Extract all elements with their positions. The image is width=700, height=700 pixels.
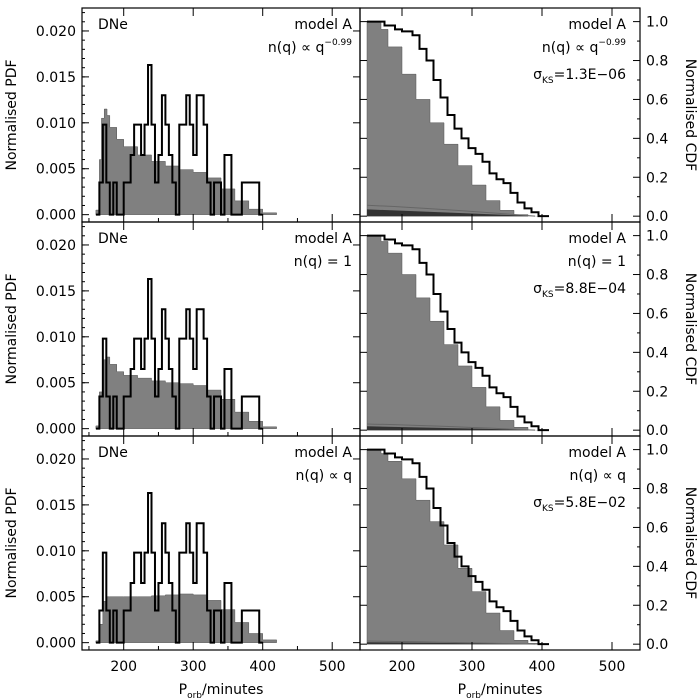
ks-subscript: KS [542, 290, 554, 300]
model-name: model A [294, 445, 352, 461]
ks-value: =8.8E−04 [554, 281, 626, 297]
pdf-y-tick-label: 0.020 [36, 238, 76, 254]
cdf-y-tick-label: 0.2 [646, 170, 668, 186]
pdf-y-tick-label: 0.005 [36, 590, 76, 606]
cdf-panel-frame [359, 435, 641, 651]
nq-relation-cdf: n(q) ∝ q [570, 468, 626, 484]
cdf-observed-line [367, 20, 549, 218]
cdf-y-tick-label: 1.0 [646, 443, 668, 459]
cdf-y-tick-label: 0.6 [646, 306, 668, 322]
x-tick-label: 400 [529, 659, 556, 675]
x-tick-label: 500 [319, 659, 346, 675]
ks-value: =5.8E−02 [554, 495, 626, 511]
pdf-observed-histogram [95, 277, 263, 430]
ks-significance: σKS=8.8E−04 [533, 281, 626, 300]
pdf-y-tick-label: 0.015 [36, 498, 76, 514]
model-name: model A [294, 17, 352, 33]
model-name: model A [294, 231, 352, 247]
pdf-observed-histogram [95, 63, 263, 216]
x-axis-subscript: orb [466, 691, 481, 700]
row-1: 0.000 0.005 0.010 0.015 0.020 DNe model A n(q) … [4, 7, 698, 225]
nq-relation-cdf: n(q) ∝ q−0.99 [542, 38, 626, 56]
cdf-y-tick-label: 0.4 [646, 559, 668, 575]
cdf-sub-population [367, 209, 542, 217]
cdf-y-tick-label: 0.6 [646, 92, 668, 108]
ks-significance: σKS=5.8E−02 [533, 495, 626, 514]
nq-relation: n(q) ∝ q−0.99 [268, 38, 352, 56]
model-name-cdf: model A [568, 17, 626, 33]
x-tick-label: 500 [599, 659, 626, 675]
cdf-y-axis-label: Normalised CDF [682, 487, 698, 599]
ks-significance: σKS=1.3E−06 [533, 67, 626, 86]
pdf-model-histogram [95, 108, 277, 215]
cdf-y-tick-label: 0.4 [646, 345, 668, 361]
x-tick-label: 200 [389, 659, 416, 675]
pdf-y-tick-label: 0.000 [36, 636, 76, 652]
sample-label: DNe [98, 231, 128, 247]
x-axis-unit: /minutes [202, 682, 263, 698]
cdf-y-tick-label: 0.2 [646, 384, 668, 400]
nq-exponent: −0.99 [324, 38, 352, 48]
pdf-y-tick-label: 0.015 [36, 284, 76, 300]
nq-relation: n(q) = 1 [294, 254, 352, 270]
cdf-sub-curve [366, 640, 536, 645]
cdf-y-tick-label: 0.4 [646, 131, 668, 147]
x-axis-subscript: orb [187, 691, 202, 700]
model-name-cdf: model A [568, 231, 626, 247]
cdf-y-tick-label: 0.2 [646, 598, 668, 614]
ks-value: =1.3E−06 [554, 67, 626, 83]
pdf-y-tick-label: 0.010 [36, 330, 76, 346]
cdf-y-tick-label: 0.0 [646, 637, 668, 653]
row-2: 0.000 0.005 0.010 0.015 0.020 DNe model A n(q) … [4, 221, 698, 439]
x-tick-label: 300 [180, 659, 207, 675]
x-tick-label: 200 [110, 659, 137, 675]
model-name-cdf: model A [568, 445, 626, 461]
pdf-y-tick-label: 0.010 [36, 116, 76, 132]
cdf-observed-line [367, 234, 549, 432]
pdf-x-axis-label: Porb/minutes [179, 682, 264, 700]
cdf-model-area [366, 21, 529, 217]
cdf-sub-curve [366, 204, 536, 217]
pdf-y-axis-label: Normalised PDF [4, 487, 20, 598]
pdf-y-tick-label: 0.010 [36, 544, 76, 560]
cdf-y-tick-label: 0.0 [646, 423, 668, 439]
pdf-y-tick-label: 0.005 [36, 376, 76, 392]
cdf-y-tick-label: 0.8 [646, 482, 668, 498]
cdf-y-tick-label: 0.6 [646, 520, 668, 536]
cdf-y-tick-label: 1.0 [646, 229, 668, 245]
cdf-sub-curve [366, 423, 536, 431]
cdf-observed-line [367, 448, 549, 646]
cdf-y-axis-label: Normalised CDF [682, 59, 698, 171]
nq-relation: n(q) ∝ q [296, 468, 352, 484]
cdf-sub-population [367, 426, 542, 431]
pdf-y-tick-label: 0.000 [36, 422, 76, 438]
cdf-y-tick-label: 0.0 [646, 209, 668, 225]
pdf-y-tick-label: 0.015 [36, 70, 76, 86]
ks-subscript: KS [542, 76, 554, 86]
cdf-y-axis-label: Normalised CDF [682, 273, 698, 385]
x-tick-label: 400 [249, 659, 276, 675]
x-axis-unit: /minutes [481, 682, 542, 698]
ks-subscript: KS [542, 504, 554, 514]
pdf-y-tick-label: 0.020 [36, 452, 76, 468]
pdf-observed-histogram [95, 491, 263, 644]
pdf-y-tick-label: 0.020 [36, 24, 76, 40]
cdf-y-tick-label: 0.8 [646, 54, 668, 70]
cdf-y-tick-label: 0.8 [646, 268, 668, 284]
pdf-y-axis-label: Normalised PDF [4, 59, 20, 170]
pdf-y-tick-label: 0.000 [36, 208, 76, 224]
cdf-x-axis-label: Porb/minutes [458, 682, 543, 700]
pdf-y-axis-label: Normalised PDF [4, 273, 20, 384]
cdf-model-area [366, 235, 529, 431]
cdf-y-tick-label: 1.0 [646, 15, 668, 31]
nq-exponent: −0.99 [598, 38, 626, 48]
pdf-y-tick-label: 0.005 [36, 162, 76, 178]
sample-label: DNe [98, 445, 128, 461]
sample-label: DNe [98, 17, 128, 33]
x-tick-label: 300 [459, 659, 486, 675]
nq-relation-cdf: n(q) = 1 [568, 254, 626, 270]
row-3: 0.000 0.005 0.010 0.015 0.020 DNe model A n(q) … [4, 435, 698, 653]
